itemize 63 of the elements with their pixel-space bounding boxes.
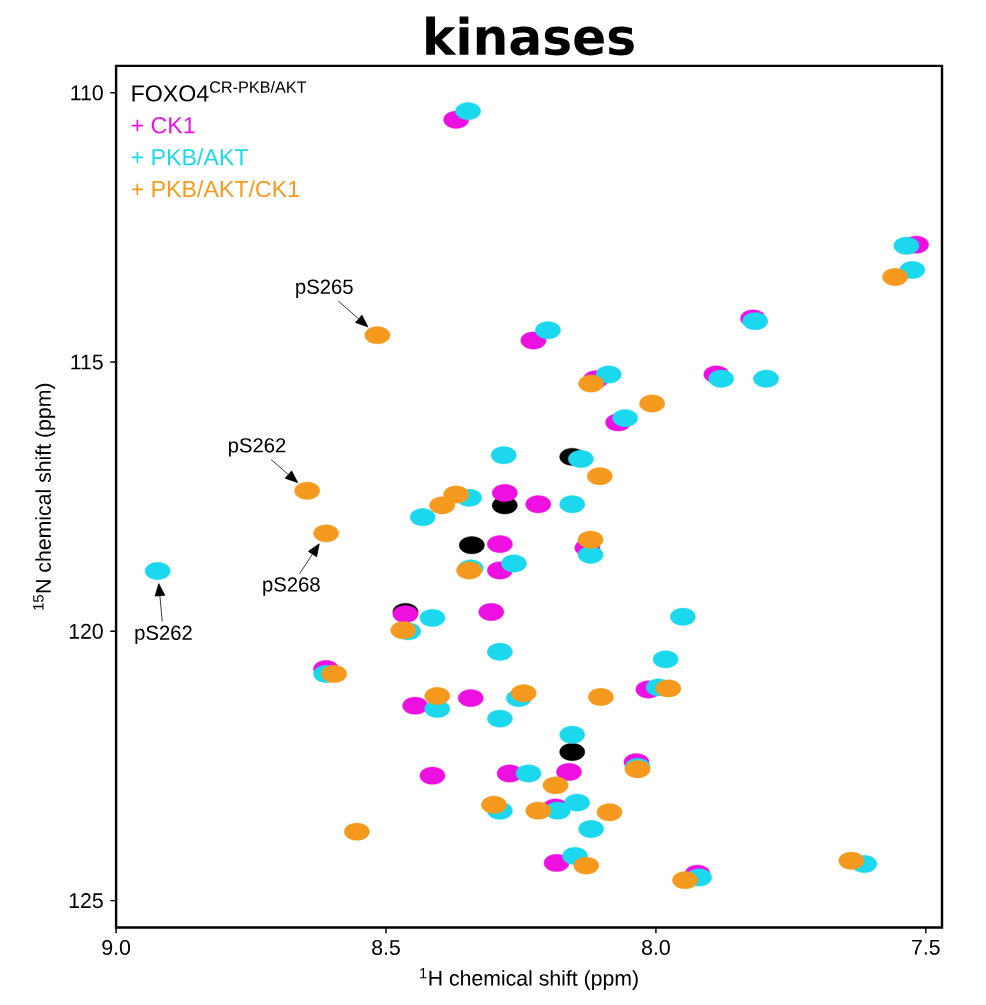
point bbox=[893, 236, 920, 255]
point bbox=[313, 524, 340, 543]
point bbox=[652, 650, 679, 669]
point bbox=[672, 871, 699, 890]
point bbox=[455, 102, 481, 121]
point bbox=[573, 856, 600, 875]
point bbox=[459, 536, 485, 555]
point bbox=[655, 679, 682, 698]
annotation: pS265 bbox=[296, 279, 353, 298]
point bbox=[429, 496, 456, 515]
y-tick-label: 110 bbox=[71, 85, 103, 101]
point bbox=[525, 801, 552, 820]
point bbox=[670, 607, 696, 626]
point bbox=[639, 394, 666, 413]
y-axis-title: $^{15}$N chemical shift (ppm) bbox=[33, 383, 56, 610]
point bbox=[578, 374, 605, 393]
x-tick-label: 7.5 bbox=[912, 939, 940, 955]
point bbox=[577, 530, 604, 549]
point bbox=[587, 467, 613, 486]
point bbox=[515, 764, 542, 783]
point bbox=[511, 684, 537, 703]
x-tick-label: 8.5 bbox=[372, 939, 401, 956]
point bbox=[487, 709, 513, 728]
point bbox=[294, 481, 321, 500]
point bbox=[596, 803, 623, 822]
annotation: pS268 bbox=[263, 577, 320, 596]
point bbox=[419, 766, 446, 785]
annotation: pS262 bbox=[229, 438, 286, 457]
point bbox=[410, 508, 436, 527]
point bbox=[344, 822, 370, 841]
x-tick-label: 9.0 bbox=[102, 939, 131, 956]
text: + PKB/AKT/CK1 bbox=[131, 180, 300, 198]
y-tick-label: 120 bbox=[69, 623, 103, 639]
point bbox=[525, 495, 552, 514]
point bbox=[577, 545, 604, 564]
point bbox=[564, 793, 591, 812]
legend-label: FOXO4$^{CR-PKB/AKT}$ bbox=[132, 80, 307, 102]
point bbox=[559, 725, 586, 744]
x-axis-title: $^{1}$H chemical shift (ppm) bbox=[420, 968, 638, 990]
point bbox=[443, 485, 470, 504]
x-tick-label: 8.0 bbox=[642, 939, 670, 956]
point bbox=[753, 369, 779, 388]
point bbox=[458, 689, 484, 708]
point bbox=[481, 795, 507, 814]
point bbox=[402, 696, 429, 715]
point bbox=[596, 365, 622, 384]
text: + PKB/AKT bbox=[131, 148, 249, 166]
text: + CK1 bbox=[131, 117, 195, 134]
point bbox=[559, 495, 586, 514]
point bbox=[535, 321, 561, 340]
annotation: pS262 bbox=[135, 625, 192, 644]
y-tick-label: 125 bbox=[69, 893, 103, 909]
point bbox=[364, 326, 391, 345]
point bbox=[542, 776, 569, 795]
point bbox=[487, 642, 513, 661]
point bbox=[520, 331, 547, 350]
point bbox=[708, 369, 735, 388]
y-tick-label: 115 bbox=[71, 354, 103, 370]
point bbox=[838, 851, 865, 870]
point bbox=[501, 554, 527, 573]
chart-title: kinases bbox=[426, 16, 634, 56]
point bbox=[390, 621, 417, 640]
point bbox=[491, 446, 517, 465]
